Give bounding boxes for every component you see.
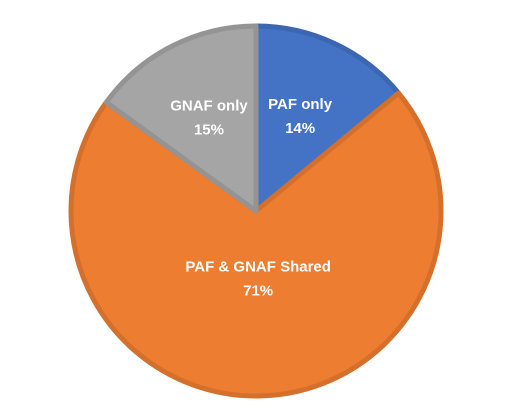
- slice-value-label: 14%: [285, 120, 315, 137]
- pie-slice: [68, 90, 444, 399]
- pie-slice-edge: [68, 90, 444, 399]
- pie-slice-edge: [103, 23, 259, 214]
- pie-slice-edge: [253, 23, 402, 214]
- slice-label: PAF & GNAF Shared: [185, 258, 331, 275]
- slice-value-label: 71%: [243, 282, 273, 299]
- slice-label: GNAF only: [170, 98, 248, 115]
- slice-value-label: 15%: [194, 122, 224, 139]
- pie-slice: [103, 23, 259, 214]
- slice-label: PAF only: [268, 96, 333, 113]
- pie-slice: [253, 23, 402, 214]
